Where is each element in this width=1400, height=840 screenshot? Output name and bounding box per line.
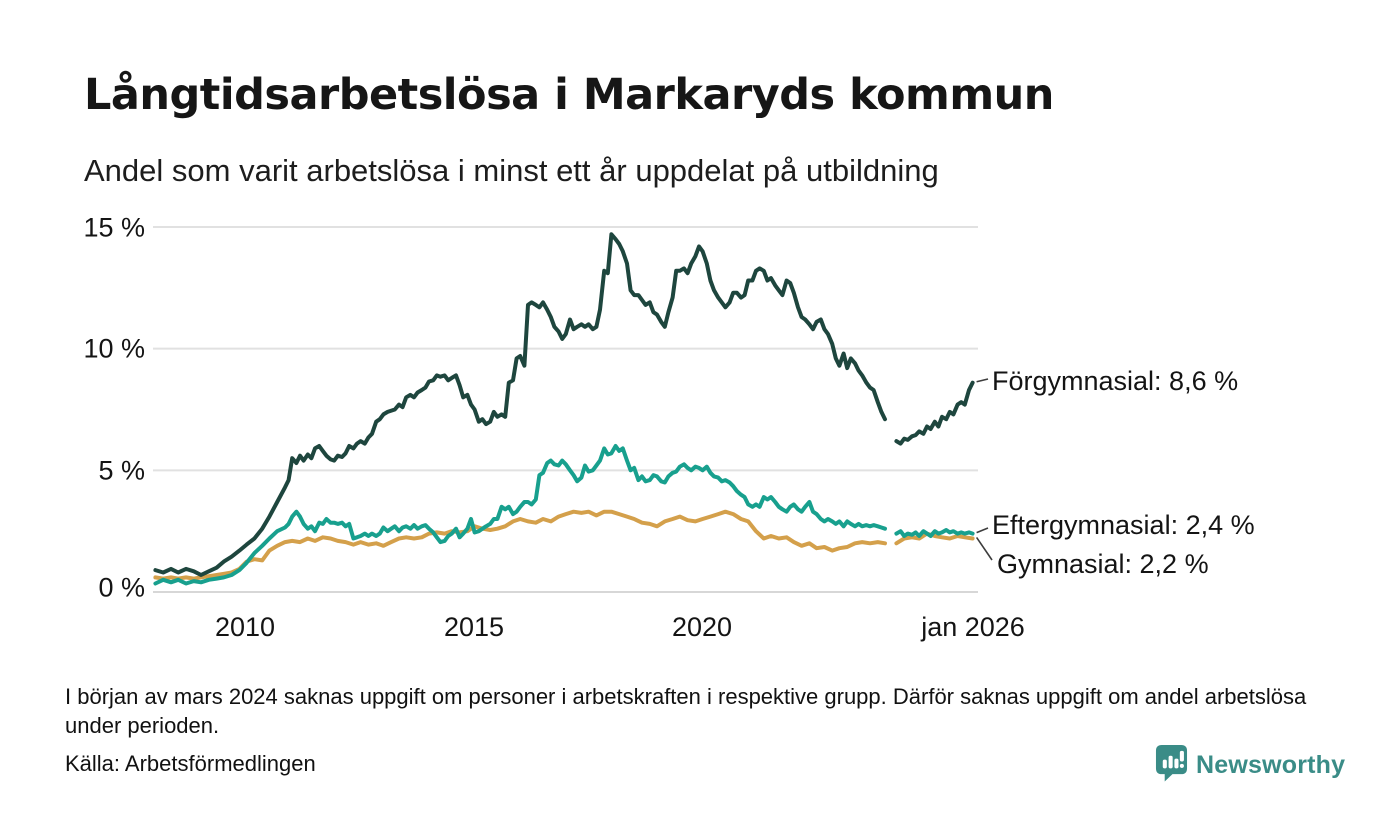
series-line-gymnasial-after-gap <box>894 531 975 546</box>
chart-footnote: I början av mars 2024 saknas uppgift om … <box>65 684 1307 738</box>
y-axis-tick-5: 5 % <box>98 455 145 486</box>
newsworthy-logo: Newsworthy <box>1155 744 1345 787</box>
chart-subtitle: Andel som varit arbetslösa i minst ett å… <box>84 153 939 188</box>
y-axis-tick-15: 15 % <box>83 212 145 243</box>
series-line-forgymnasial <box>153 232 887 577</box>
series-end-label-forgymnasial: Förgymnasial: 8,6 % <box>992 366 1239 396</box>
y-axis-tick-0: 0 % <box>98 572 145 603</box>
series-end-label-eftergymnasial: Eftergymnasial: 2,4 % <box>992 510 1255 540</box>
page-title: Långtidsarbetslösa i Markaryds kommun <box>84 70 1054 120</box>
series-line-forgymnasial-after-gap <box>894 380 975 446</box>
newsworthy-bubble-bar-chart-icon <box>1155 744 1188 787</box>
series-line-gymnasial <box>153 509 887 581</box>
newsworthy-wordmark: Newsworthy <box>1196 751 1346 779</box>
series-end-label-gymnasial: Gymnasial: 2,2 % <box>997 549 1209 579</box>
x-axis-tick-2010: 2010 <box>214 612 276 642</box>
series-line-eftergymnasial <box>153 444 887 586</box>
x-axis-tick-2015: 2015 <box>443 612 505 642</box>
label-connector-gymnasial <box>975 537 993 561</box>
x-axis-tick-2020: 2020 <box>671 612 733 642</box>
source-attribution: Källa: Arbetsförmedlingen <box>65 751 316 776</box>
x-axis-tick-jan-2026: jan 2026 <box>921 612 1025 642</box>
y-axis-tick-10: 10 % <box>83 333 145 364</box>
series-line-eftergymnasial-after-gap <box>894 528 975 538</box>
label-connector-eftergymnasial <box>976 527 989 534</box>
label-connector-forgymnasial <box>976 378 989 383</box>
